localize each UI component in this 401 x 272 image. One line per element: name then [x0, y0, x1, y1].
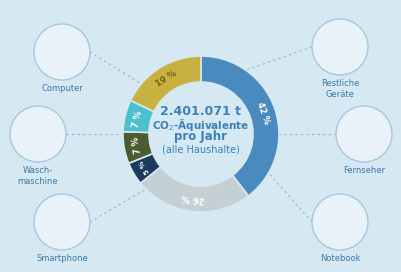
Circle shape [10, 106, 66, 162]
Text: Computer: Computer [41, 84, 83, 93]
Text: 2.401.071 t: 2.401.071 t [160, 106, 241, 119]
Wedge shape [123, 132, 152, 163]
Text: 26 %: 26 % [181, 193, 205, 204]
Text: 19 %: 19 % [154, 69, 178, 89]
Circle shape [34, 194, 90, 250]
Wedge shape [128, 153, 160, 183]
Text: Notebook: Notebook [319, 254, 359, 263]
Circle shape [34, 24, 90, 80]
Text: 5 %: 5 % [138, 159, 151, 175]
Text: Restliche
Geräte: Restliche Geräte [320, 79, 358, 99]
Text: 7 %: 7 % [131, 136, 143, 155]
Text: CO$_2$-Äquivalente: CO$_2$-Äquivalente [152, 116, 249, 134]
Text: Smartphone: Smartphone [36, 254, 88, 263]
Wedge shape [130, 56, 200, 112]
Text: Fernseher: Fernseher [342, 166, 384, 175]
Wedge shape [123, 100, 154, 132]
Circle shape [311, 19, 367, 75]
Text: 7 %: 7 % [131, 109, 144, 128]
Circle shape [311, 194, 367, 250]
Wedge shape [200, 56, 278, 196]
Circle shape [335, 106, 391, 162]
Text: 42 %: 42 % [254, 101, 270, 125]
Wedge shape [140, 167, 248, 212]
Text: (alle Haushalte): (alle Haushalte) [162, 144, 239, 154]
Text: Wasch-
maschine: Wasch- maschine [18, 166, 58, 186]
Text: pro Jahr: pro Jahr [174, 131, 227, 144]
